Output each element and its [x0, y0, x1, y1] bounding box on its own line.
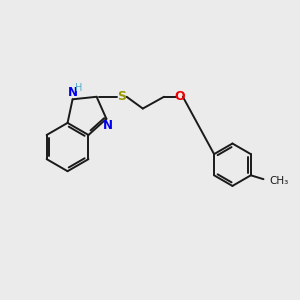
Text: S: S	[117, 90, 126, 103]
Text: H: H	[75, 83, 83, 93]
Text: O: O	[174, 90, 184, 103]
Text: N: N	[103, 119, 113, 132]
Text: CH₃: CH₃	[269, 176, 289, 186]
Text: N: N	[68, 86, 78, 99]
